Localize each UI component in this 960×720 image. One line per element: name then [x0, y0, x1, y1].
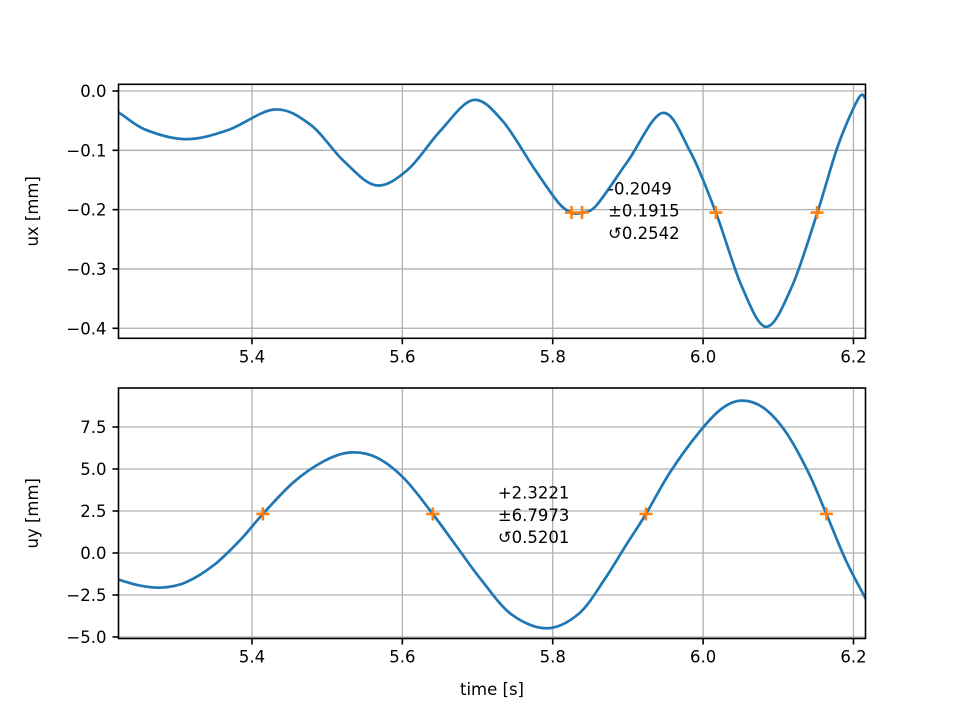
- y-tick-label: 5.0: [80, 460, 106, 479]
- y-axis-label: ux [mm]: [23, 176, 42, 247]
- axes-spines: [117, 83, 867, 340]
- y-tick-label: 0.0: [80, 82, 106, 101]
- axes-background: [118, 84, 866, 339]
- annotation-text: +2.3221 ±6.7973 ↺0.5201: [498, 484, 570, 548]
- x-tick-label: 6.0: [690, 347, 716, 366]
- axes-spines: [117, 387, 867, 640]
- data-marker-plus-icon: [709, 206, 723, 220]
- axes-background: [118, 388, 866, 639]
- y-axis-label: uy [mm]: [23, 478, 42, 549]
- annotation-line: -0.2049: [608, 179, 672, 198]
- data-marker-plus-icon: [426, 507, 440, 521]
- x-tick-label: 5.4: [239, 347, 265, 366]
- x-tick-label: 5.6: [389, 347, 415, 366]
- x-axis-label: time [s]: [460, 680, 524, 699]
- subplot-ux-subplot: 5.4 5.6 5.8 6.0 6.2 0.0 −0.1 −0.2 −0.3 −0.4 ux [mm…: [23, 82, 867, 366]
- x-tick-label: 6.0: [690, 648, 716, 667]
- y-tick-label: −2.5: [66, 586, 106, 605]
- y-tick-label: −0.1: [66, 141, 106, 160]
- x-tick-label: 5.4: [239, 648, 265, 667]
- y-tick-label: −0.2: [66, 201, 106, 220]
- x-tick-label: 6.2: [840, 347, 866, 366]
- data-marker-plus-icon: [810, 206, 824, 220]
- y-tick-label: 7.5: [80, 418, 106, 437]
- y-tick-label: −0.4: [66, 319, 106, 338]
- data-marker-plus-icon: [639, 507, 653, 521]
- data-marker-plus-icon: [256, 507, 270, 521]
- annotation-line: ±6.7973: [498, 506, 570, 525]
- annotation-line: +2.3221: [498, 484, 570, 503]
- data-marker-plus-icon: [575, 206, 589, 220]
- x-tick-label: 5.8: [540, 648, 566, 667]
- x-tick-label: 5.8: [540, 347, 566, 366]
- annotation-line: ↺0.5201: [498, 528, 570, 547]
- subplot-uy-subplot: 5.4 5.6 5.8 6.0 6.2 7.5 5.0 2.5 0.0 −2.5 −5.0 uy [m…: [23, 387, 867, 699]
- annotation-line: ±0.1915: [608, 202, 680, 221]
- data-marker-plus-icon: [819, 507, 833, 521]
- x-tick-label: 5.6: [389, 648, 415, 667]
- x-tick-label: 6.2: [840, 648, 866, 667]
- curve-line-uy: [118, 399, 866, 630]
- y-tick-label: −5.0: [66, 628, 106, 647]
- y-tick-label: −0.3: [66, 260, 106, 279]
- y-tick-label: 0.0: [80, 544, 106, 563]
- annotation-text: -0.2049 ±0.1915 ↺0.2542: [608, 179, 680, 243]
- annotation-line: ↺0.2542: [608, 224, 680, 243]
- y-tick-label: 2.5: [80, 502, 106, 521]
